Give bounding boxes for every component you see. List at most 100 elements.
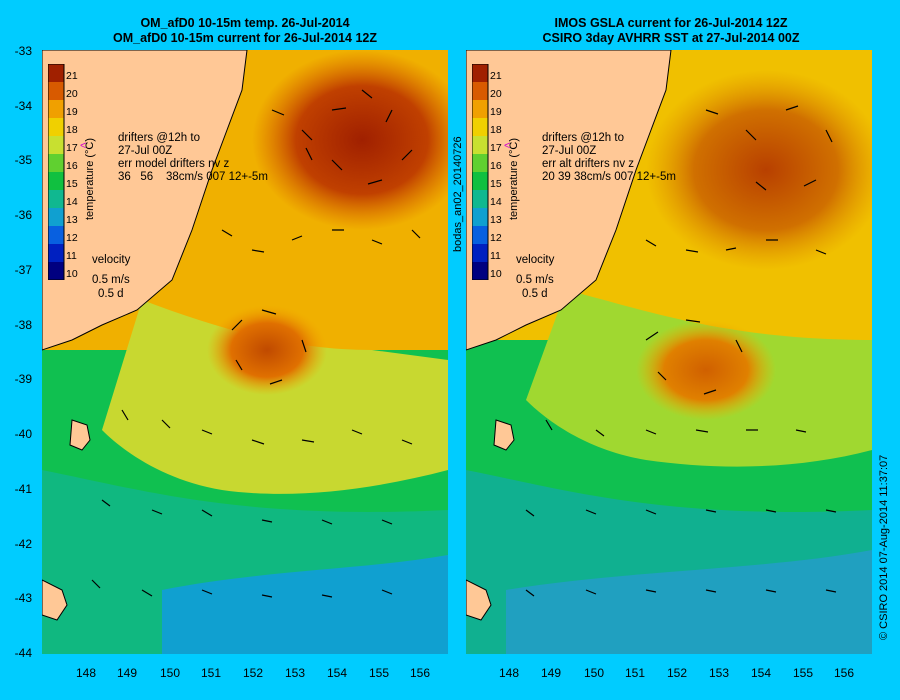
right-velocity-scale: 0.5 m/s — [516, 274, 554, 286]
lon-tick: 155 — [368, 666, 390, 680]
cb-tick: 10 — [490, 268, 502, 280]
cb-tick: 19 — [66, 106, 78, 118]
right-drifters-line1: drifters @12h to — [542, 132, 624, 144]
cold-water — [506, 550, 872, 654]
mainland-coast — [42, 50, 248, 351]
lat-tick: -42 — [14, 537, 32, 551]
left-drifter-marker: < — [80, 140, 87, 152]
lat-tick: -43 — [14, 591, 32, 605]
left-velocity-label: velocity — [92, 254, 131, 266]
lon-tick: 153 — [284, 666, 306, 680]
right-colorbar: 21 20 19 18 17 16 15 14 13 12 11 10 — [471, 63, 502, 285]
right-map-panel — [466, 50, 872, 654]
lon-tick: 153 — [708, 666, 730, 680]
right-velocity-time: 0.5 d — [522, 288, 548, 300]
right-title-line1: IMOS GSLA current for 26-Jul-2014 12Z — [554, 16, 788, 30]
south-warm-eddy — [636, 320, 776, 420]
cb-tick: 18 — [66, 124, 78, 136]
cb-tick: 14 — [66, 196, 78, 208]
cb-tick: 21 — [490, 70, 502, 82]
left-panel-title: OM_afD0 10-15m temp. 26-Jul-2014 OM_afD0… — [40, 16, 450, 46]
lat-tick: -44 — [14, 646, 32, 660]
left-title-line2: OM_afD0 10-15m current for 26-Jul-2014 1… — [113, 31, 377, 45]
cb-tick: 12 — [490, 232, 502, 244]
left-map-svg — [42, 50, 448, 654]
lat-tick: -38 — [14, 318, 32, 332]
cold-water — [162, 555, 448, 654]
lon-tick: 148 — [75, 666, 97, 680]
cb-tick: 14 — [490, 196, 502, 208]
right-velocity-label: velocity — [516, 254, 555, 266]
current-arrows — [91, 89, 421, 598]
lon-tick: 156 — [409, 666, 431, 680]
lon-tick: 151 — [200, 666, 222, 680]
cb-tick: 15 — [490, 178, 502, 190]
right-map-svg — [466, 50, 872, 654]
left-colorbar-svg — [47, 63, 65, 281]
left-title-line1: OM_afD0 10-15m temp. 26-Jul-2014 — [140, 16, 350, 30]
mainland-coast — [466, 50, 672, 351]
tasmania-coast — [42, 579, 68, 621]
left-velocity-scale: 0.5 m/s — [92, 274, 130, 286]
credit-label: © CSIRO 2014 07-Aug-2014 11:37:07 — [878, 454, 890, 640]
island — [69, 419, 91, 451]
lon-tick: 149 — [116, 666, 138, 680]
current-arrows — [525, 105, 837, 597]
transition-water — [102, 300, 448, 494]
file-id-label: bodas_an02_20140726 — [452, 136, 464, 252]
cb-tick: 16 — [66, 160, 78, 172]
cb-tick: 12 — [66, 232, 78, 244]
cb-tick: 11 — [66, 250, 77, 262]
lat-tick: -40 — [14, 427, 32, 441]
left-drifters-line2: 27-Jul 00Z — [118, 145, 173, 157]
cb-tick: 21 — [66, 70, 78, 82]
lat-tick: -39 — [14, 372, 32, 386]
left-map-panel — [42, 50, 448, 654]
lon-tick: 154 — [750, 666, 772, 680]
lat-tick: -37 — [14, 263, 32, 277]
cb-tick: 16 — [490, 160, 502, 172]
lon-tick: 149 — [540, 666, 562, 680]
cb-tick: 18 — [490, 124, 502, 136]
cb-tick: 10 — [66, 268, 78, 280]
lat-tick: -41 — [14, 482, 32, 496]
lon-tick: 154 — [326, 666, 348, 680]
lon-tick: 150 — [159, 666, 181, 680]
lat-tick: -33 — [14, 44, 32, 58]
lon-tick: 152 — [242, 666, 264, 680]
left-velocity-time: 0.5 d — [98, 288, 124, 300]
lon-tick: 148 — [498, 666, 520, 680]
right-err-line2: 20 39 38cm/s 007 12+-5m — [542, 171, 676, 183]
cb-tick: 13 — [490, 214, 502, 226]
cb-tick: 17 — [66, 142, 78, 154]
right-panel-title: IMOS GSLA current for 26-Jul-2014 12Z CS… — [466, 16, 876, 46]
right-err-line1: err alt drifters nv z — [542, 158, 635, 170]
north-warm-eddy — [252, 50, 448, 230]
lon-tick: 152 — [666, 666, 688, 680]
lat-tick: -36 — [14, 208, 32, 222]
island — [493, 419, 515, 451]
cb-tick: 19 — [490, 106, 502, 118]
cb-tick: 11 — [490, 250, 501, 262]
left-colorbar: 21 20 19 18 17 16 15 14 13 12 11 10 — [47, 63, 78, 285]
left-drifters-line1: drifters @12h to — [118, 132, 200, 144]
left-err-line2: 36 56 38cm/s 007 12+-5m — [118, 171, 268, 183]
south-warm-eddy — [207, 305, 327, 395]
cb-tick: 20 — [66, 88, 78, 100]
cb-tick: 15 — [66, 178, 78, 190]
cb-tick: 20 — [490, 88, 502, 100]
lat-tick: -34 — [14, 99, 32, 113]
right-drifters-line2: 27-Jul 00Z — [542, 145, 597, 157]
left-err-line1: err model drifters nv z — [118, 158, 230, 170]
right-colorbar-svg — [471, 63, 489, 281]
lon-tick: 150 — [583, 666, 605, 680]
lat-tick: -35 — [14, 153, 32, 167]
lon-tick: 155 — [792, 666, 814, 680]
right-title-line2: CSIRO 3day AVHRR SST at 27-Jul-2014 00Z — [542, 31, 800, 45]
cb-tick: 17 — [490, 142, 502, 154]
tasmania-coast — [466, 579, 492, 621]
north-warm-eddy — [646, 70, 872, 270]
right-drifter-marker: < — [504, 140, 511, 152]
lon-tick: 156 — [833, 666, 855, 680]
cb-tick: 13 — [66, 214, 78, 226]
